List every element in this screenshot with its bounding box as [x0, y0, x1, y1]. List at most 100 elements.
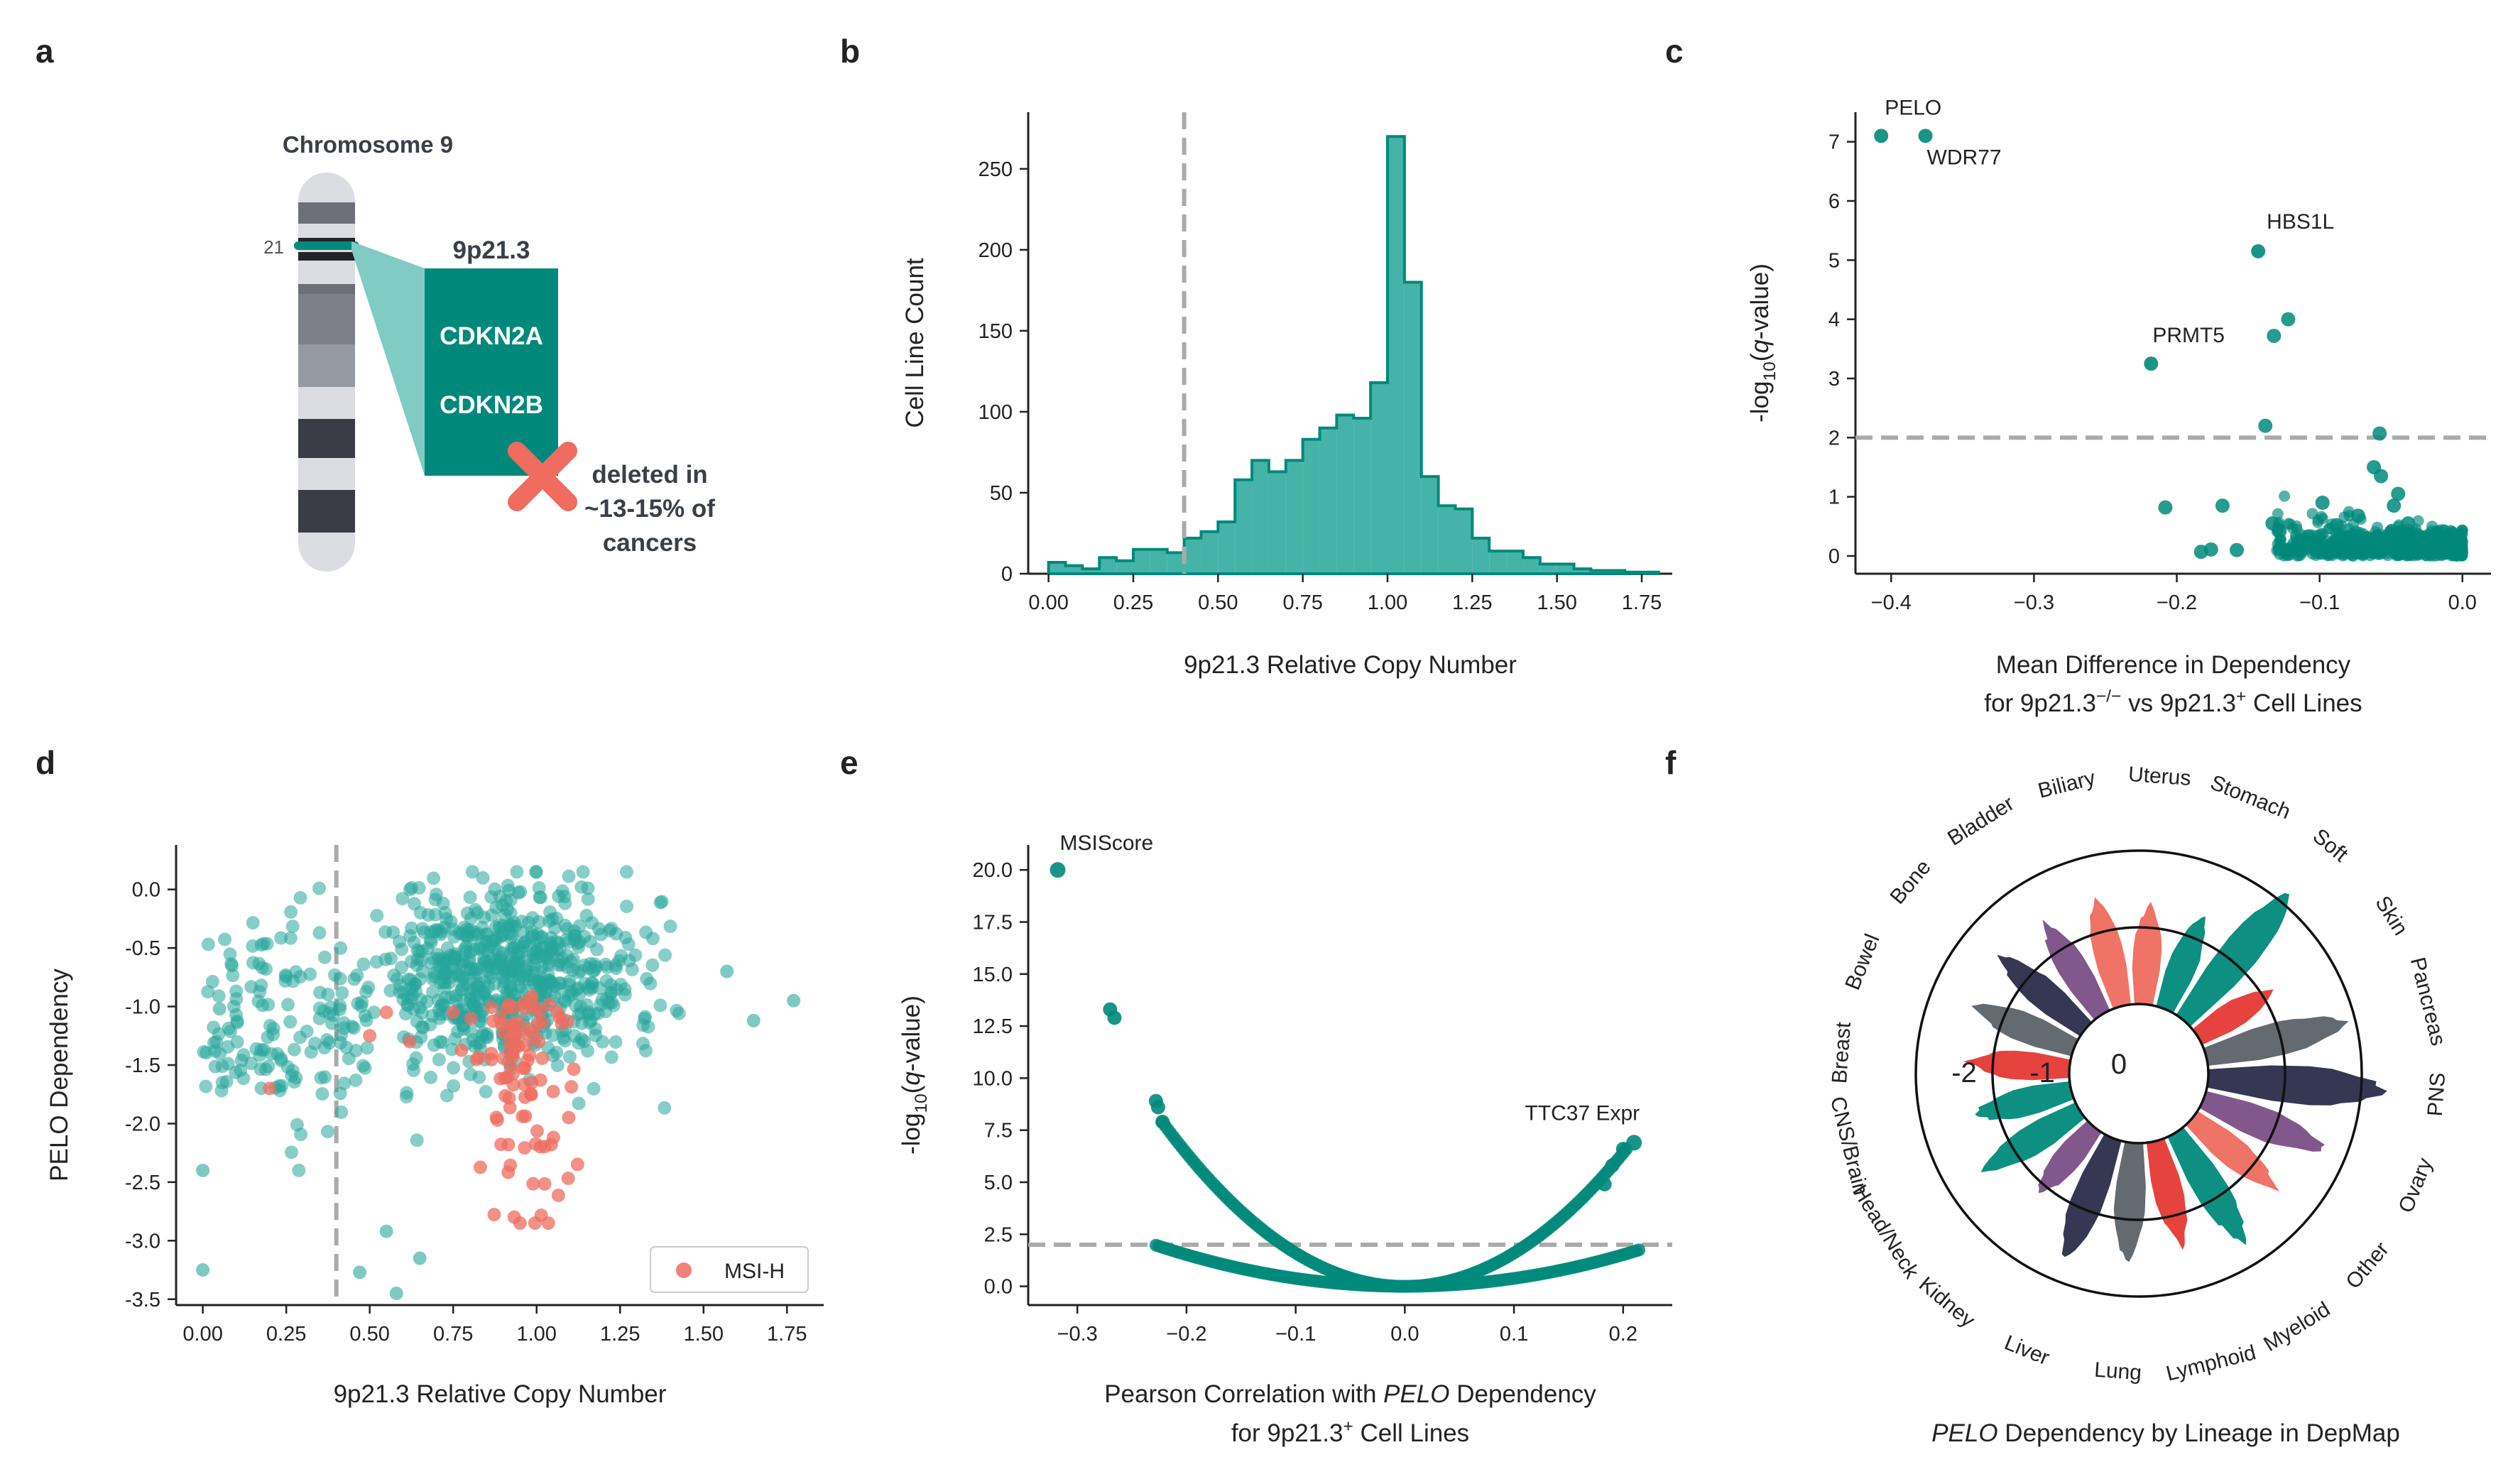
- scatter-point: [2374, 536, 2386, 548]
- scatter-point: [639, 925, 653, 939]
- scatter-point: [283, 1015, 298, 1029]
- histogram-bar: [1608, 570, 1625, 574]
- y-tick-label: 150: [979, 320, 1013, 343]
- histogram-bar: [1455, 508, 1473, 574]
- region-label: 9p21.3: [453, 236, 530, 264]
- scatter-point: [485, 908, 499, 922]
- scatter-point: [2412, 515, 2424, 527]
- scatter-point: [2315, 496, 2330, 510]
- histogram-bar: [1218, 522, 1236, 574]
- scatter-point: [215, 1059, 229, 1074]
- histogram-bar: [1472, 538, 1490, 574]
- scatter-point: [587, 1081, 601, 1096]
- msi-point: [263, 1081, 277, 1096]
- band-9p21-highlight: [294, 241, 359, 250]
- x-stroke: [508, 442, 577, 511]
- scatter-point: [2370, 526, 2382, 538]
- scatter-point: [2391, 486, 2406, 501]
- lineage-label: Bladder: [1944, 792, 2018, 851]
- histogram-bar: [1574, 569, 1591, 574]
- scatter-point: [405, 980, 420, 994]
- scatter-point: [205, 974, 219, 988]
- msi-point: [519, 1001, 533, 1015]
- lineage-label: Ovary: [2394, 1155, 2438, 1216]
- msi-point: [535, 1051, 550, 1065]
- scatter-point: [308, 1037, 322, 1051]
- scatter-point: [2437, 547, 2449, 560]
- scatter-point: [508, 988, 522, 1002]
- y-tick-label: 100: [979, 401, 1013, 424]
- scatter-point: [2306, 508, 2318, 520]
- scatter-point: [2297, 546, 2309, 558]
- x-tick-label: 0.75: [433, 1323, 473, 1346]
- lineage-label: PNS: [2424, 1071, 2450, 1117]
- scatter-point: [2424, 540, 2436, 552]
- scatter-point: [370, 909, 384, 923]
- scatter-point: [720, 964, 734, 978]
- point-label-hbs1l: HBS1L: [2267, 210, 2334, 234]
- msi-point: [550, 1005, 565, 1019]
- scatter-point: [287, 1042, 301, 1057]
- scatter-point: [464, 1025, 478, 1039]
- scatter-point: [292, 1163, 306, 1177]
- scatter-point: [504, 946, 518, 960]
- msi-point: [546, 1084, 560, 1098]
- msi-point: [454, 1043, 469, 1057]
- histogram-bar: [1133, 549, 1150, 574]
- scatter-point: [2326, 536, 2338, 548]
- scatter-point: [576, 865, 590, 879]
- scatter-point: [2387, 529, 2399, 541]
- scatter-point: [2401, 516, 2416, 531]
- scatter-point: [2193, 545, 2208, 560]
- scatter-point: [356, 957, 371, 971]
- scatter-point: [312, 881, 327, 895]
- scatter-point: [400, 998, 415, 1013]
- scatter-point: [358, 1061, 372, 1075]
- y-tick-label: -1.0: [125, 996, 160, 1019]
- histogram-bar: [1268, 471, 1286, 574]
- x-axis-label: 9p21.3 Relative Copy Number: [334, 1380, 667, 1408]
- scatter-point: [333, 998, 347, 1013]
- scatter-point: [2267, 329, 2282, 343]
- zoom-wedge: [351, 241, 425, 476]
- scatter-point: [378, 952, 393, 966]
- msi-point: [363, 1029, 377, 1043]
- scatter-point: [2398, 547, 2410, 559]
- scatter-point: [614, 949, 628, 963]
- lineage-label: Stomach: [2207, 771, 2294, 824]
- scatter-point: [414, 993, 428, 1007]
- chromosome-band: [298, 344, 355, 387]
- scatter-point: [347, 972, 361, 986]
- y-tick-label: -2.5: [125, 1172, 160, 1194]
- scatter-point: [283, 931, 298, 945]
- msi-point: [464, 1012, 478, 1026]
- chromosome-band: [298, 419, 355, 458]
- msi-point: [484, 1047, 498, 1061]
- scatter-point: [200, 1046, 214, 1060]
- y-tick-label: 0: [1828, 545, 1840, 568]
- histogram-bar: [1522, 557, 1540, 574]
- panel-c-scatter: PELO WDR77 HBS1L PRMT5 −0.4 −0.3 −0.2 −0.1 0.0 0 1…: [1746, 96, 2491, 717]
- msi-point: [494, 1017, 508, 1031]
- scatter-point: [2258, 418, 2273, 433]
- scatter-point: [440, 1089, 454, 1103]
- scatter-point-labeled: [1874, 129, 1889, 143]
- scatter-point: [2215, 498, 2230, 513]
- scatter-point-labeled: [2251, 244, 2266, 258]
- scatter-point: [609, 1035, 623, 1049]
- lineage-label: Other: [2341, 1238, 2394, 1294]
- scatter-point: [258, 1062, 273, 1076]
- scatter-point: [550, 1045, 564, 1059]
- scatter-point: [525, 930, 539, 944]
- scatter-point: [403, 883, 417, 897]
- x-tick-label: 0.50: [349, 1323, 389, 1346]
- msi-point: [518, 1141, 532, 1155]
- x-tick-label: 0.0: [1390, 1323, 1419, 1346]
- scatter-point: [594, 927, 608, 942]
- scatter-point: [212, 989, 226, 1003]
- scatter-point: [484, 890, 498, 904]
- y-tick-label: 0.0: [984, 1276, 1013, 1299]
- scatter-point: [201, 985, 215, 999]
- histogram-bar: [1201, 531, 1219, 574]
